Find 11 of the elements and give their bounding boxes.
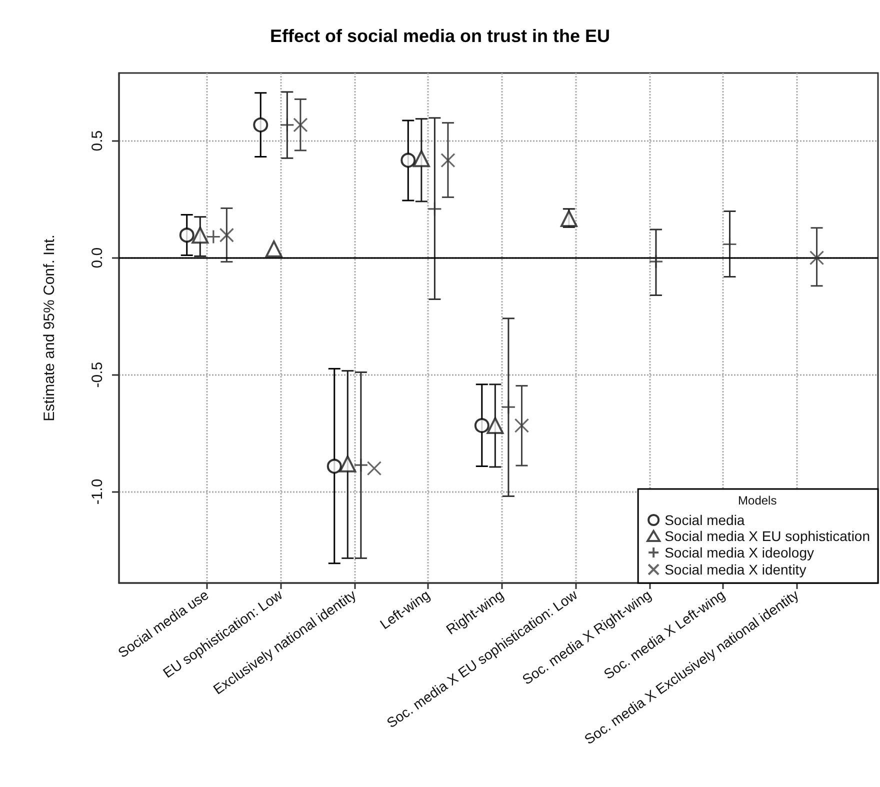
y-tick-label: 0.0 <box>89 247 106 268</box>
chart-title: Effect of social media on trust in the EU <box>270 26 610 46</box>
y-tick-label: 0.5 <box>89 130 106 152</box>
legend-label: Social media X identity <box>664 562 806 578</box>
legend-label: Social media <box>664 512 745 528</box>
legend-title: Models <box>738 493 777 508</box>
legend-label: Social media X EU sophistication <box>664 528 870 544</box>
y-tick-label: -1.0 <box>89 478 106 505</box>
legend-label: Social media X ideology <box>664 544 814 560</box>
y-axis-title: Estimate and 95% Conf. Int. <box>41 234 58 422</box>
y-tick-label: -0.5 <box>89 362 106 388</box>
